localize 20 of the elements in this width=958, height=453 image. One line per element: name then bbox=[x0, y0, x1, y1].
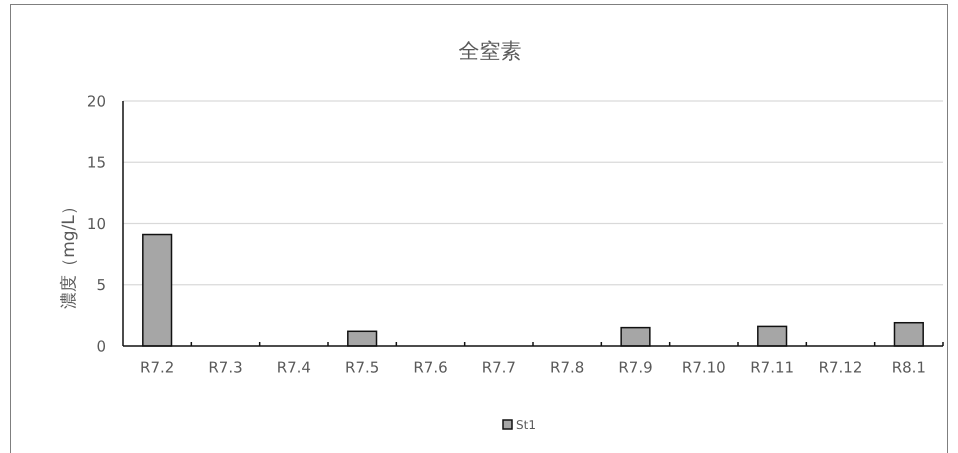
chart-title: 全窒素 bbox=[458, 39, 522, 63]
y-axis-title: 濃度（mg/L） bbox=[58, 198, 79, 309]
x-tick-label: R7.10 bbox=[682, 358, 726, 376]
x-tick-label: R7.7 bbox=[482, 358, 516, 376]
x-tick-label: R7.8 bbox=[550, 358, 584, 376]
y-tick-label: 5 bbox=[96, 276, 106, 294]
x-tick-label: R7.9 bbox=[618, 358, 653, 376]
x-tick-label: R7.6 bbox=[413, 358, 448, 376]
x-tick-label: R7.11 bbox=[750, 358, 794, 376]
y-tick-label: 20 bbox=[86, 92, 106, 110]
y-tick-label: 0 bbox=[96, 337, 106, 356]
legend-label: St1 bbox=[516, 418, 536, 432]
y-tick-label: 15 bbox=[86, 154, 106, 172]
x-tick-label: R7.3 bbox=[208, 358, 243, 376]
x-tick-label: R7.4 bbox=[276, 358, 311, 376]
x-tick-label: R7.5 bbox=[345, 358, 380, 376]
y-tick-label: 10 bbox=[86, 214, 106, 233]
x-tick-label: R8.1 bbox=[892, 358, 926, 376]
x-tick-label: R7.2 bbox=[140, 358, 174, 376]
x-tick-label: R7.12 bbox=[818, 358, 862, 376]
